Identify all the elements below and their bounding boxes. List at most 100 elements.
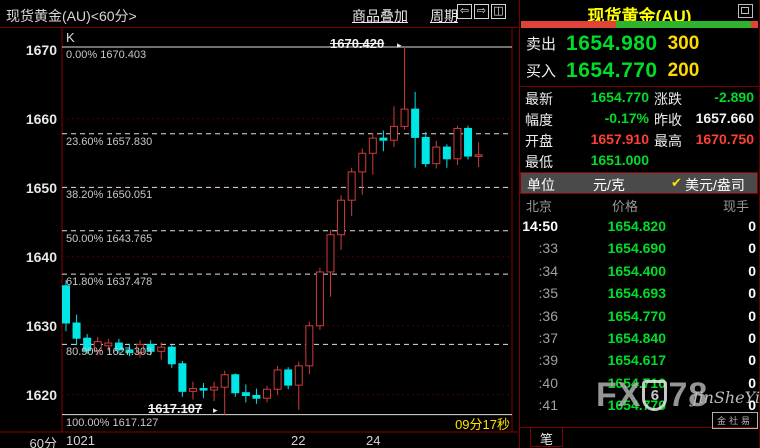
quote-summary-grid: 最新 1654.770 涨跌 -2.890 幅度 -0.17% 昨收 1657.6… — [520, 89, 759, 173]
bar-countdown-timer: 09分17秒 — [455, 417, 510, 432]
tick-time: :34 — [538, 262, 558, 279]
field-label: 最低 — [525, 154, 553, 170]
candle — [432, 146, 441, 165]
candle — [347, 171, 356, 201]
col-header-time: 北京 — [526, 199, 553, 214]
ask-row: 卖出 1654.980 300 — [520, 30, 759, 57]
toolbar-divider — [0, 27, 518, 28]
field-value: 1657.660 — [695, 110, 754, 126]
bid-label: 买入 — [526, 63, 557, 80]
tick-volume: 0 — [748, 218, 756, 234]
candle — [315, 271, 324, 327]
field-label: 最新 — [525, 91, 553, 107]
high-price-marker: 1670.420 — [330, 36, 385, 51]
candle — [83, 337, 92, 352]
candle — [72, 322, 81, 339]
candle — [411, 108, 420, 138]
candle — [178, 363, 187, 392]
candle — [379, 137, 388, 141]
ask-label: 卖出 — [526, 36, 557, 53]
bid-price[interactable]: 1654.770 — [566, 58, 658, 82]
high-marker-arrow-icon: ▸ — [397, 40, 402, 50]
strength-bar-green — [615, 21, 751, 28]
tick-table-header: 北京 价格 现手 — [520, 196, 758, 214]
tick-time: :33 — [538, 240, 558, 257]
bid-size: 200 — [667, 59, 700, 81]
ask-size: 300 — [667, 32, 700, 54]
bottom-tab-bar: 笔 — [520, 427, 758, 448]
tick-row: 14:50 1654.820 0 — [520, 215, 758, 237]
tick-time: :39 — [538, 352, 558, 369]
tick-volume: 0 — [748, 397, 756, 414]
candle — [167, 346, 176, 365]
field-value: 1651.000 — [590, 152, 649, 168]
tick-price: 1654.690 — [607, 240, 666, 257]
candle — [157, 346, 166, 352]
arrow-left-icon[interactable]: ⇦ — [457, 4, 472, 19]
quote-field-row: 最新 1654.770 涨跌 -2.890 — [520, 89, 759, 110]
low-marker-arrow-icon: ▸ — [213, 405, 218, 415]
candle — [93, 341, 102, 352]
candlestick-chart[interactable] — [0, 0, 518, 448]
candle — [199, 388, 208, 391]
tick-volume: 0 — [748, 307, 756, 324]
field-label: 开盘 — [525, 133, 553, 149]
arrow-right-icon[interactable]: ⇨ — [474, 4, 489, 19]
tab-pen[interactable]: 笔 — [530, 428, 564, 447]
fibonacci-level-label: 38.20% 1650.051 — [66, 189, 153, 202]
panel-divider — [520, 86, 759, 87]
candle — [188, 388, 197, 392]
field-value: -2.890 — [714, 89, 754, 105]
strength-bar-red — [750, 21, 758, 28]
y-axis-tick: 1670 — [25, 41, 57, 58]
unit-selector-row: 单位 元/克 ✔ 美元/盎司 — [520, 172, 758, 194]
bid-row: 买入 1654.770 200 — [520, 57, 759, 84]
y-axis-tick: 1620 — [25, 386, 57, 403]
tick-volume: 0 — [748, 285, 756, 302]
tick-row: :39 1654.617 0 — [520, 349, 758, 371]
candle — [252, 394, 261, 399]
candle — [125, 349, 134, 354]
tick-price: 1654.770 — [607, 397, 666, 414]
tick-row: :41 1654.770 0 — [520, 394, 758, 416]
restore-window-icon[interactable] — [738, 4, 753, 18]
candle — [146, 343, 155, 352]
period-menu-button[interactable]: 周期 — [430, 8, 458, 24]
candle — [104, 342, 113, 347]
quote-field-row: 开盘 1657.910 最高 1670.750 — [520, 131, 759, 152]
check-icon: ✔ — [671, 175, 682, 190]
tick-row: :36 1654.770 0 — [520, 305, 758, 327]
candle — [305, 325, 314, 367]
ask-price[interactable]: 1654.980 — [566, 31, 658, 55]
quote-field-row: 最低 1651.000 — [520, 152, 759, 173]
unit-option-ounce[interactable]: 美元/盎司 — [685, 177, 745, 193]
x-axis-tick: 1021 — [66, 433, 95, 448]
interval-label[interactable]: 60分 — [29, 436, 57, 448]
fibonacci-level-label: 23.60% 1657.830 — [66, 135, 153, 148]
unit-option-gram[interactable]: 元/克 — [593, 177, 625, 193]
tick-price: 1654.400 — [607, 262, 666, 279]
tick-price: 1654.710 — [607, 374, 666, 391]
candle — [220, 374, 229, 388]
tick-time: :37 — [538, 329, 558, 346]
candle — [231, 374, 240, 394]
tick-price: 1654.840 — [607, 329, 666, 346]
overlay-menu-button[interactable]: 商品叠加 — [352, 8, 408, 24]
candle — [273, 369, 282, 390]
tick-price: 1654.693 — [607, 285, 666, 302]
tile-windows-icon[interactable]: ◫ — [491, 4, 506, 19]
candle — [464, 127, 473, 157]
candle — [210, 386, 219, 391]
indicator-k-label: K — [66, 30, 75, 45]
tick-volume: 0 — [748, 240, 756, 257]
tick-list: 14:50 1654.820 0 :33 1654.690 0 :34 1654.4… — [520, 215, 758, 417]
unit-label: 单位 — [527, 177, 555, 193]
candle — [284, 369, 293, 386]
tick-row: :35 1654.693 0 — [520, 282, 758, 304]
y-axis-tick: 1660 — [25, 110, 57, 127]
candle — [263, 388, 272, 399]
field-label: 昨收 — [654, 112, 682, 128]
fibonacci-level-label: 61.80% 1637.478 — [66, 276, 153, 289]
candle — [294, 365, 303, 386]
